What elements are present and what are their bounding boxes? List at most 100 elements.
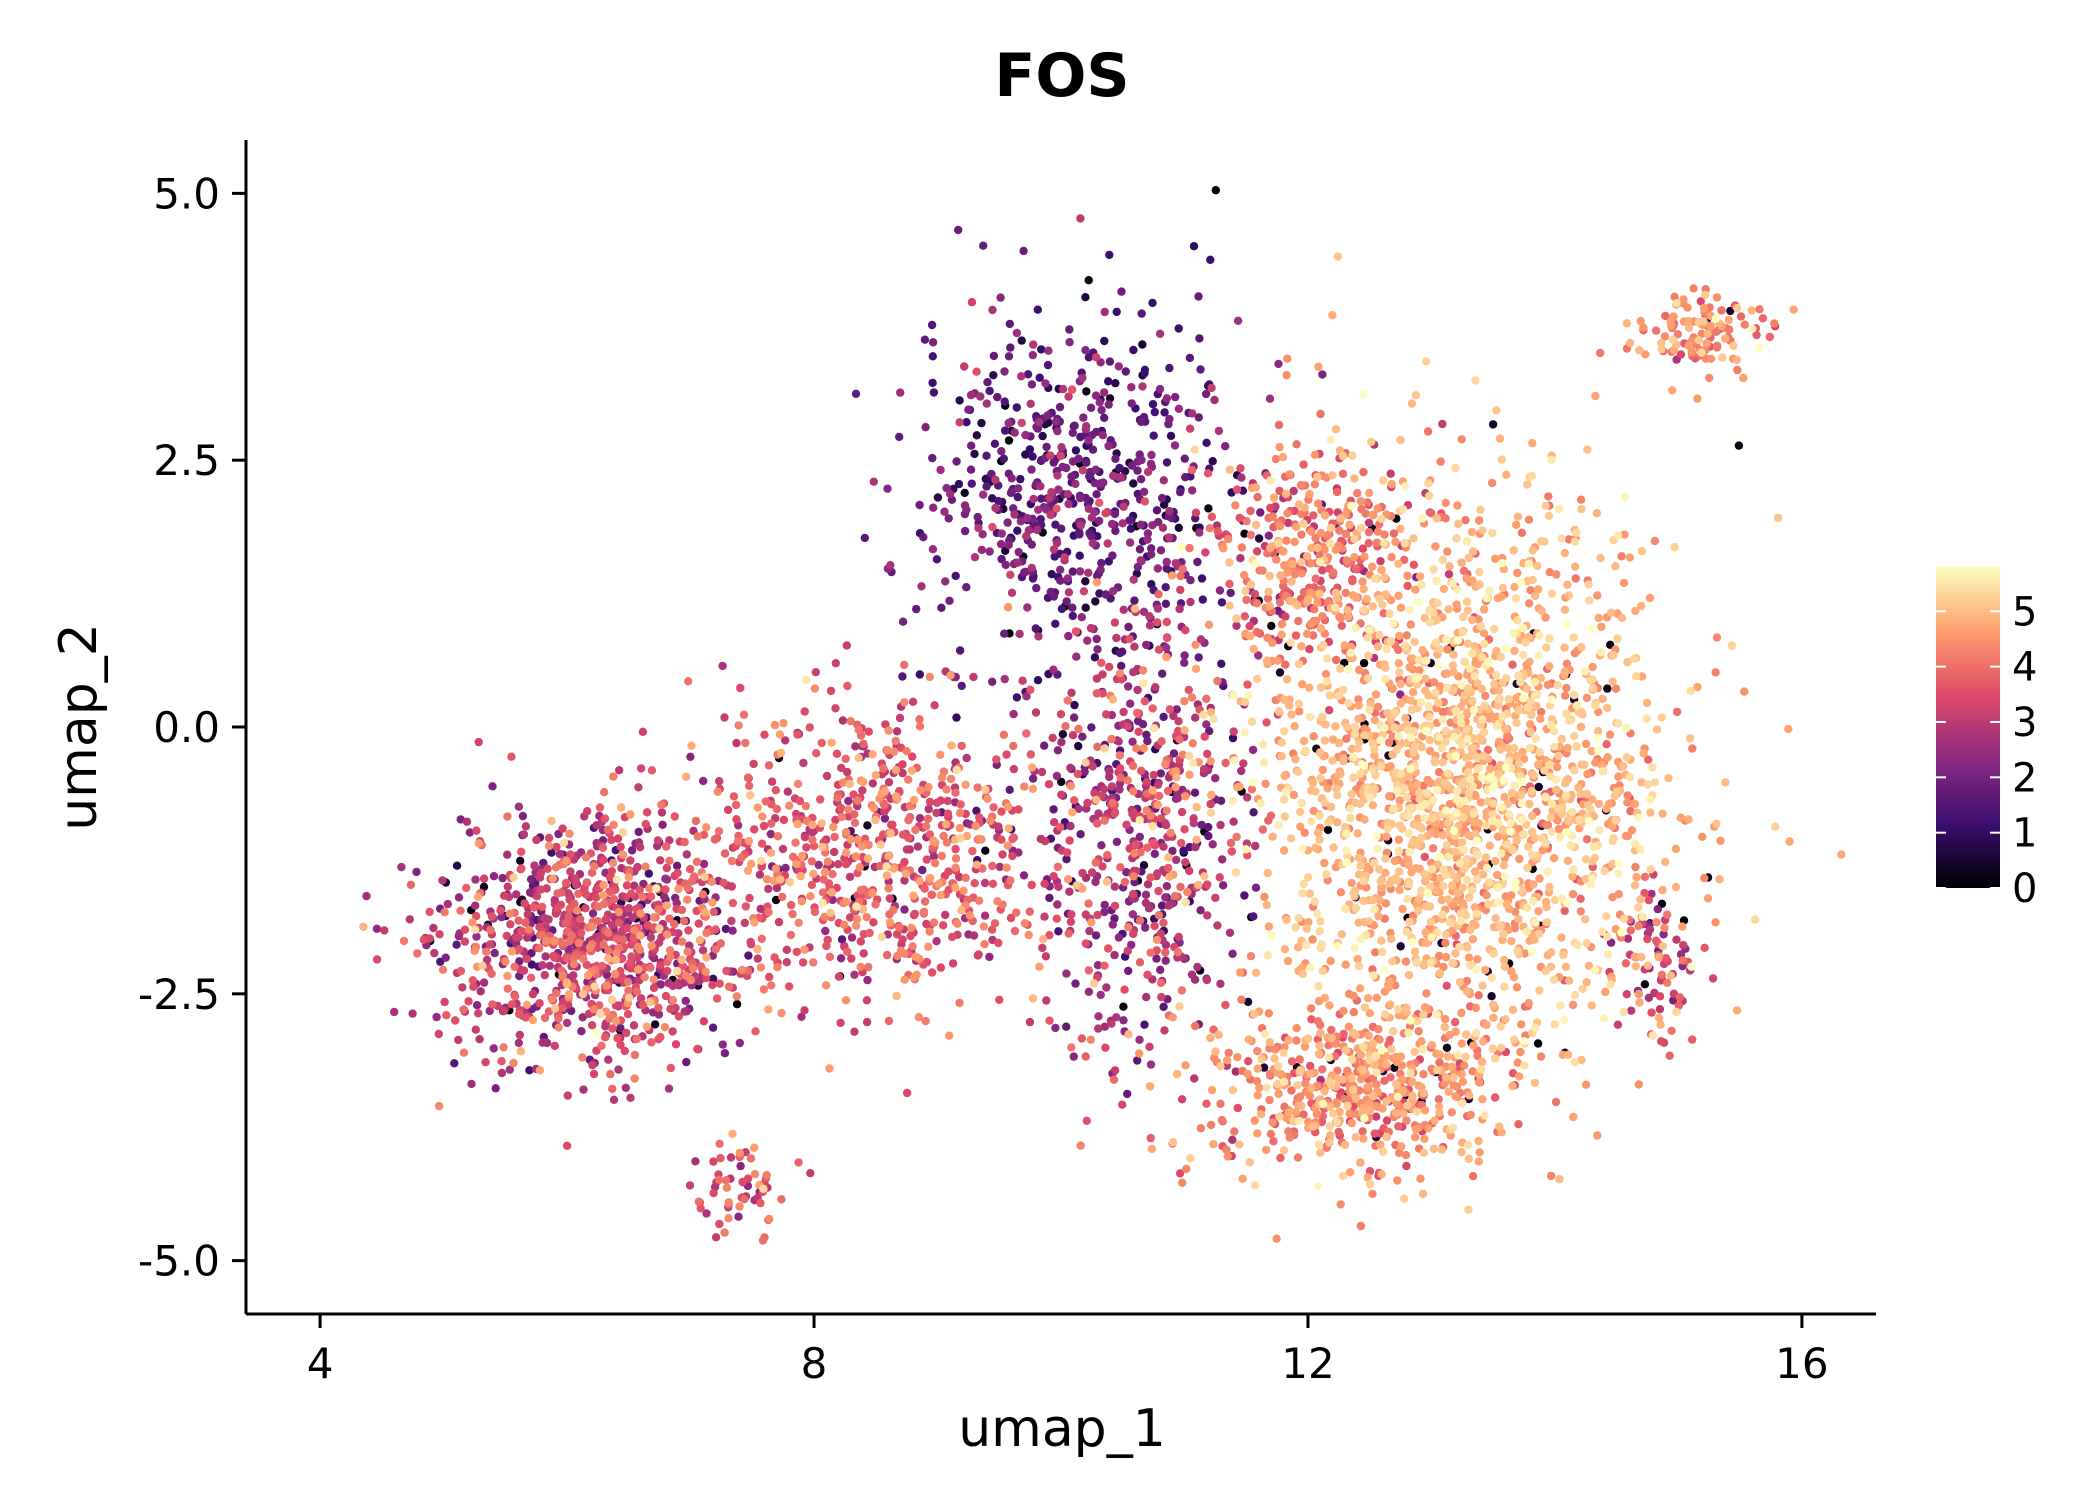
scatter-point: [1311, 533, 1320, 543]
scatter-point: [1663, 978, 1672, 987]
scatter-point: [665, 946, 675, 955]
scatter-point: [1063, 848, 1072, 857]
scatter-point: [1332, 1099, 1341, 1109]
scatter-point: [762, 1171, 771, 1180]
scatter-point: [1051, 417, 1061, 426]
scatter-point: [611, 1017, 621, 1026]
scatter-point: [1092, 689, 1102, 698]
scatter-point: [1063, 875, 1073, 884]
scatter-point: [681, 996, 690, 1006]
scatter-point: [1109, 1075, 1119, 1084]
scatter-point: [1254, 534, 1264, 543]
scatter-point: [1056, 576, 1065, 585]
scatter-point: [991, 503, 1000, 513]
scatter-point: [1083, 798, 1092, 808]
scatter-point: [915, 500, 924, 510]
scatter-point: [939, 921, 948, 930]
scatter-point: [1785, 837, 1794, 846]
scatter-point: [1129, 787, 1138, 796]
scatter-point: [724, 1198, 733, 1207]
scatter-point: [497, 1068, 507, 1078]
scatter-point: [1108, 695, 1118, 704]
scatter-point: [1292, 522, 1301, 531]
scatter-point: [624, 986, 633, 995]
scatter-point: [1356, 1158, 1365, 1167]
scatter-point: [1056, 710, 1066, 719]
scatter-point: [786, 930, 796, 940]
scatter-point: [1095, 398, 1104, 407]
scatter-point: [1191, 640, 1200, 649]
scatter-point: [1344, 1022, 1354, 1031]
scatter-point: [736, 683, 745, 693]
scatter-point: [497, 1057, 506, 1066]
scatter-point: [1202, 720, 1211, 729]
scatter-point: [1154, 886, 1163, 896]
scatter-point: [1221, 758, 1230, 768]
scatter-point: [666, 1004, 675, 1014]
scatter-point: [1396, 942, 1405, 951]
scatter-point: [1069, 713, 1079, 722]
scatter-point: [919, 907, 928, 917]
scatter-point: [1373, 504, 1382, 513]
scatter-point: [751, 1027, 760, 1036]
scatter-point: [1001, 560, 1010, 570]
scatter-point: [1765, 332, 1775, 342]
scatter-point: [1133, 1056, 1142, 1065]
scatter-point: [1124, 966, 1133, 976]
scatter-point: [718, 1040, 727, 1049]
scatter-point: [1620, 530, 1629, 539]
scatter-point: [1427, 509, 1436, 518]
scatter-point: [1488, 478, 1497, 488]
scatter-point: [908, 697, 918, 706]
scatter-point: [619, 935, 628, 944]
scatter-point: [1275, 486, 1284, 496]
scatter-point: [1135, 545, 1145, 554]
scatter-point: [842, 848, 851, 857]
scatter-point: [1053, 471, 1062, 480]
scatter-point: [902, 845, 912, 854]
scatter-point: [1176, 882, 1185, 892]
scatter-point: [1289, 790, 1299, 800]
scatter-point: [881, 720, 890, 729]
scatter-point: [737, 965, 747, 975]
scatter-point: [577, 928, 586, 937]
scatter-point: [1461, 516, 1470, 525]
scatter-point: [487, 969, 496, 978]
scatter-point: [951, 883, 960, 892]
scatter-point: [684, 926, 693, 935]
scatter-point: [1316, 528, 1326, 538]
scatter-point: [1016, 517, 1025, 526]
scatter-point: [1549, 854, 1559, 863]
scatter-point: [1047, 488, 1056, 497]
scatter-point: [582, 878, 592, 887]
scatter-point: [720, 1049, 730, 1058]
scatter-point: [774, 917, 784, 927]
scatter-point: [510, 992, 520, 1001]
scatter-point: [1162, 882, 1172, 891]
scatter-point: [925, 672, 934, 682]
scatter-point: [536, 868, 546, 878]
scatter-point: [1164, 533, 1174, 542]
scatter-point: [1116, 863, 1125, 872]
scatter-point: [1391, 1108, 1401, 1118]
scatter-point: [908, 752, 917, 761]
scatter-point: [412, 867, 421, 877]
scatter-point: [955, 808, 965, 818]
scatter-point: [1149, 431, 1158, 440]
scatter-point: [1430, 1116, 1440, 1125]
scatter-point: [1385, 977, 1395, 987]
scatter-point: [729, 792, 739, 801]
scatter-point: [1375, 1035, 1384, 1044]
scatter-point: [656, 1032, 665, 1042]
scatter-point: [1545, 568, 1554, 577]
scatter-point: [666, 952, 675, 961]
scatter-point: [1215, 873, 1224, 882]
scatter-point: [1277, 630, 1286, 639]
scatter-point: [921, 423, 930, 432]
scatter-point: [1141, 890, 1151, 899]
scatter-point: [1415, 666, 1424, 675]
scatter-point: [1201, 389, 1211, 399]
scatter-point: [626, 958, 635, 968]
scatter-point: [1115, 463, 1124, 473]
scatter-point: [605, 887, 615, 896]
